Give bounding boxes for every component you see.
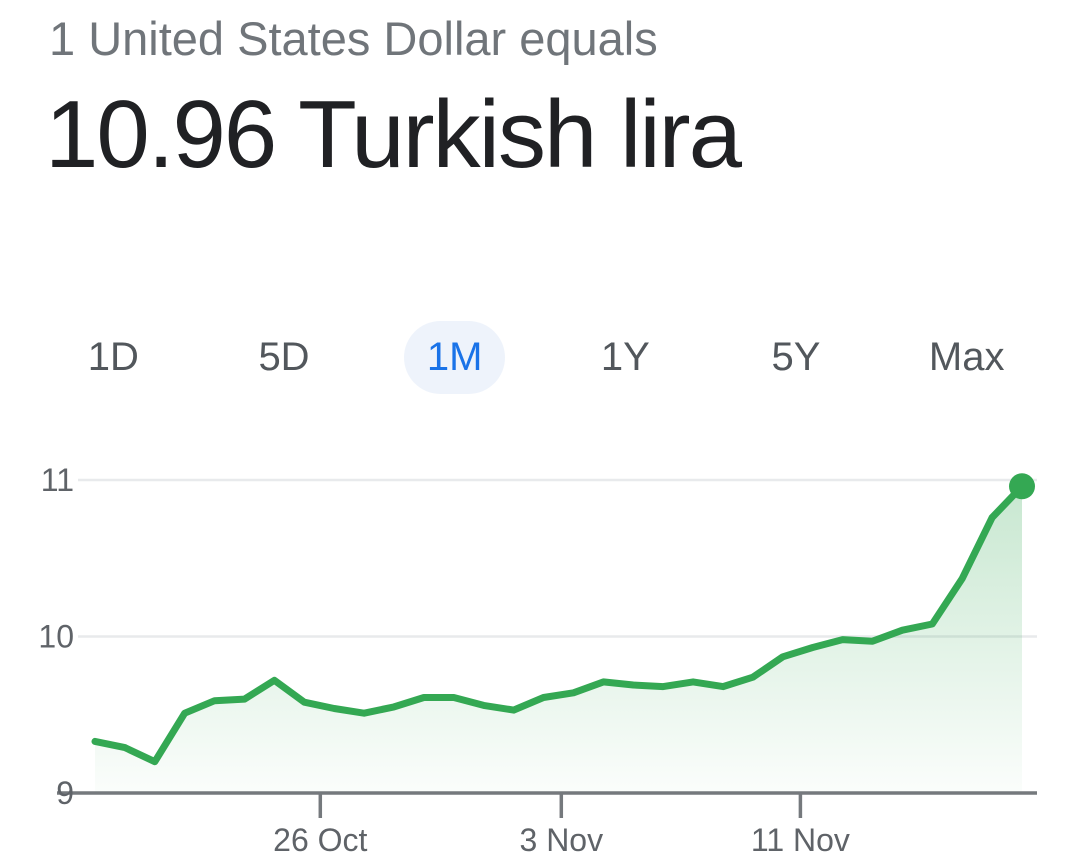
y-tick-label: 11 — [41, 462, 74, 498]
y-tick-label: 9 — [56, 775, 74, 811]
tab-5d[interactable]: 5D — [199, 320, 370, 394]
tab-1y-label: 1Y — [600, 334, 650, 379]
y-tick-label: 10 — [38, 619, 74, 655]
price-line — [91, 482, 1026, 766]
tab-1d[interactable]: 1D — [28, 320, 199, 394]
x-tick-label: 26 Oct — [273, 822, 367, 858]
exchange-rate-chart-svg[interactable]: 26 Oct 3 Nov 11 Nov 9 10 11 — [0, 420, 1080, 859]
rate-value: 10.96 Turkish lira — [45, 81, 742, 188]
rate-label: 1 United States Dollar equals — [49, 12, 658, 65]
tab-1d-label: 1D — [87, 334, 139, 379]
exchange-rate-chart[interactable]: 26 Oct 3 Nov 11 Nov 9 10 11 — [0, 420, 1080, 859]
area-fill — [95, 486, 1022, 793]
x-tick-label: 3 Nov — [520, 822, 604, 858]
endpoint-dot — [1009, 473, 1035, 500]
tab-5y[interactable]: 5Y — [711, 320, 882, 394]
tab-5d-label: 5D — [258, 334, 310, 379]
tab-5y-label: 5Y — [771, 334, 821, 379]
tab-max[interactable]: Max — [881, 320, 1052, 394]
tab-1m[interactable]: 1M — [369, 320, 540, 394]
tab-1y[interactable]: 1Y — [540, 320, 711, 394]
x-tick-label: 11 Nov — [751, 822, 850, 858]
time-range-tabs: 1D 5D 1M 1Y 5Y Max — [28, 320, 1052, 394]
tab-1m-label: 1M — [403, 320, 506, 394]
tab-max-label: Max — [928, 334, 1005, 379]
